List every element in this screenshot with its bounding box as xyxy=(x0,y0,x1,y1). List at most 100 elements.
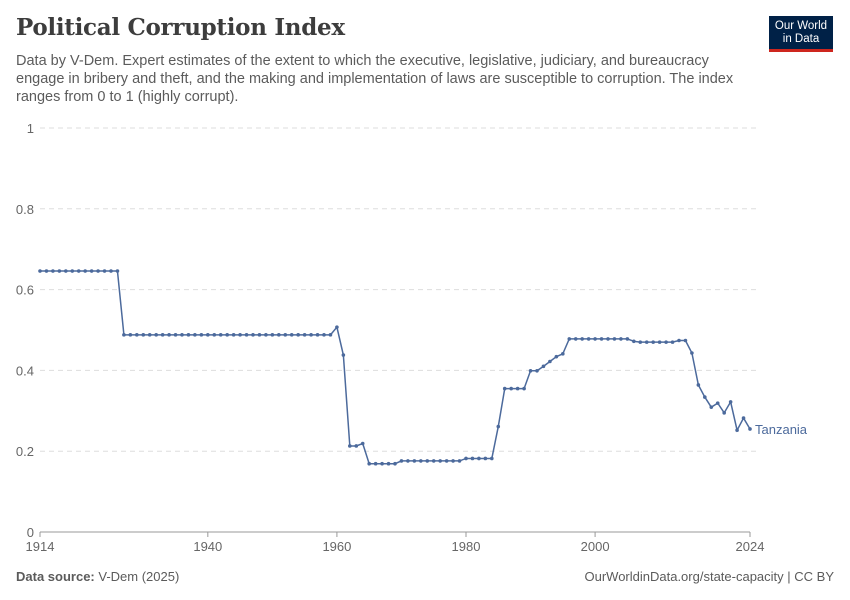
data-point xyxy=(96,269,100,273)
source-link[interactable]: V-Dem (2025) xyxy=(98,569,180,584)
data-point xyxy=(38,269,42,273)
data-point xyxy=(367,461,371,466)
data-point xyxy=(328,333,333,337)
data-point xyxy=(535,369,539,373)
x-tick-label: 1960 xyxy=(322,539,351,554)
data-point xyxy=(225,333,229,337)
data-point xyxy=(141,333,146,337)
data-point xyxy=(457,459,462,463)
data-point xyxy=(264,333,268,337)
data-point xyxy=(89,269,94,273)
data-point xyxy=(444,459,449,463)
data-point xyxy=(102,269,107,273)
data-point xyxy=(115,269,120,273)
data-point xyxy=(322,333,326,337)
data-point xyxy=(470,456,475,461)
data-point xyxy=(638,340,643,344)
data-point xyxy=(748,427,752,431)
data-point xyxy=(451,459,455,463)
data-point xyxy=(57,269,62,273)
data-point xyxy=(561,352,565,356)
data-point xyxy=(212,333,217,337)
owid-logo[interactable]: Our World in Data xyxy=(769,16,833,52)
x-tick-label: 2024 xyxy=(736,539,765,554)
data-point xyxy=(393,461,397,466)
data-point xyxy=(44,269,49,273)
data-point xyxy=(128,333,133,337)
data-point xyxy=(341,353,346,357)
data-point xyxy=(438,459,442,463)
data-point xyxy=(696,383,701,387)
data-point xyxy=(464,456,468,461)
y-tick-label: 1 xyxy=(27,121,34,136)
data-point xyxy=(573,337,578,341)
y-tick-label: 0.8 xyxy=(16,202,34,217)
data-point xyxy=(548,359,552,364)
data-point xyxy=(425,459,430,463)
data-point xyxy=(70,269,75,273)
data-point xyxy=(335,325,339,329)
data-point xyxy=(522,386,526,391)
data-point xyxy=(64,269,68,273)
data-point xyxy=(270,333,275,337)
data-point xyxy=(348,444,352,448)
data-point xyxy=(218,333,223,337)
y-tick-label: 0.4 xyxy=(16,363,34,378)
data-point xyxy=(690,351,694,355)
data-point xyxy=(251,333,255,337)
data-point xyxy=(677,338,681,343)
data-point xyxy=(599,337,604,341)
data-point xyxy=(193,333,197,337)
data-point xyxy=(289,333,294,337)
data-point xyxy=(728,400,733,404)
chart-subtitle: Data by V-Dem. Expert estimates of the e… xyxy=(16,53,734,105)
data-point xyxy=(567,337,572,341)
data-point xyxy=(554,354,559,359)
data-point xyxy=(302,333,307,337)
data-point xyxy=(496,424,501,429)
series-label: Tanzania xyxy=(755,422,808,437)
data-point xyxy=(515,386,520,391)
data-point xyxy=(135,333,139,337)
data-point xyxy=(360,441,365,446)
x-tick-label: 2000 xyxy=(581,539,610,554)
data-point xyxy=(419,459,423,463)
data-point xyxy=(238,333,242,337)
data-point xyxy=(541,364,546,369)
data-point xyxy=(147,333,152,337)
data-point xyxy=(160,333,165,337)
data-point xyxy=(606,337,610,341)
data-point xyxy=(315,333,320,337)
data-point xyxy=(109,269,113,273)
data-point xyxy=(186,333,191,337)
data-point xyxy=(632,339,636,344)
data-point xyxy=(709,405,714,409)
data-point xyxy=(412,459,417,463)
data-point xyxy=(206,333,210,337)
data-source: Data source: V-Dem (2025) xyxy=(16,569,179,584)
x-tick-label: 1980 xyxy=(452,539,481,554)
source-label: Data source: xyxy=(16,569,95,584)
data-point xyxy=(354,444,359,448)
data-point xyxy=(483,456,488,461)
data-point xyxy=(580,337,584,341)
data-point xyxy=(406,459,410,463)
series-line-tanzania xyxy=(40,270,751,465)
data-point xyxy=(173,333,178,337)
footer-link[interactable]: OurWorldinData.org/state-capacity | CC B… xyxy=(584,569,834,584)
data-point xyxy=(619,337,623,341)
y-tick-label: 0.6 xyxy=(16,283,34,298)
data-point xyxy=(612,337,617,341)
data-point xyxy=(657,340,662,344)
data-point xyxy=(399,459,404,463)
data-point xyxy=(199,333,204,337)
data-point xyxy=(477,456,481,461)
y-tick-label: 0.2 xyxy=(16,444,34,459)
data-point xyxy=(296,333,300,337)
data-point xyxy=(180,333,184,337)
data-point xyxy=(431,459,436,463)
data-point xyxy=(670,340,675,344)
chart-title: Political Corruption Index xyxy=(16,14,345,41)
data-point xyxy=(715,401,720,405)
